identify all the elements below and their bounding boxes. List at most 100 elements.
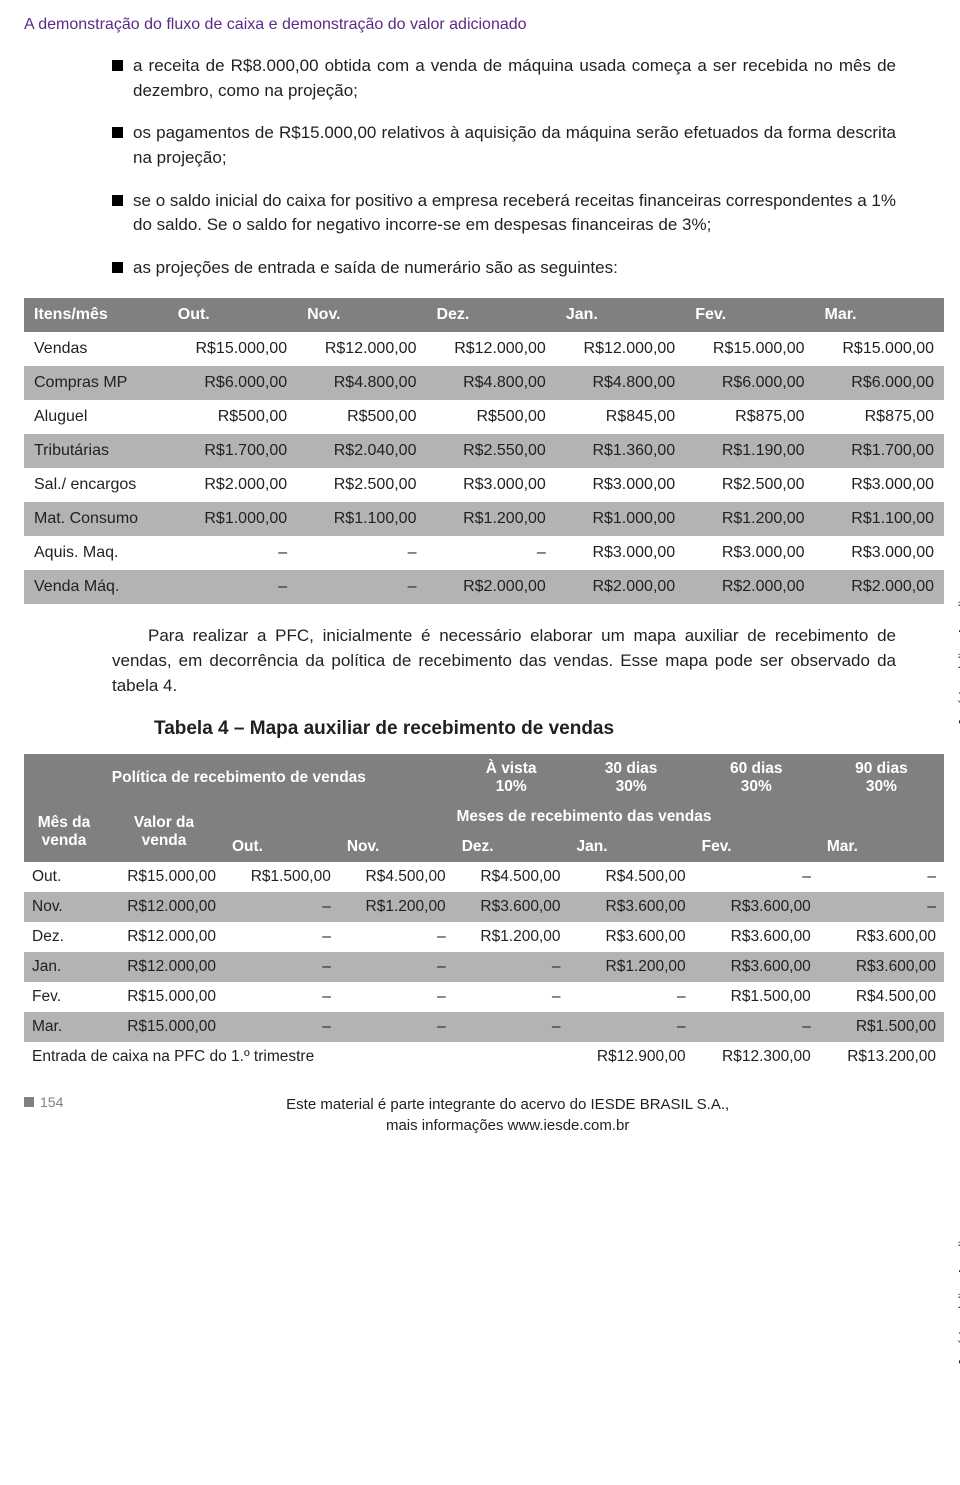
running-head: A demonstração do fluxo de caixa e demon… bbox=[24, 16, 936, 34]
sale-value: R$15.000,00 bbox=[104, 1012, 224, 1042]
cell-value: – bbox=[454, 952, 569, 982]
row-label: Vendas bbox=[24, 332, 168, 366]
cell-value: R$3.600,00 bbox=[569, 922, 694, 952]
cell-value: – bbox=[454, 982, 569, 1012]
cell-value: R$15.000,00 bbox=[815, 332, 944, 366]
footer-line: Este material é parte integrante do acer… bbox=[286, 1096, 729, 1113]
cell-value: R$500,00 bbox=[168, 400, 297, 434]
cell-value: R$1.200,00 bbox=[569, 952, 694, 982]
cell-value: R$1.000,00 bbox=[168, 502, 297, 536]
col-header: Nov. bbox=[297, 298, 426, 332]
cell-value: R$15.000,00 bbox=[168, 332, 297, 366]
square-icon bbox=[24, 1097, 34, 1107]
cell-value: R$4.500,00 bbox=[569, 862, 694, 892]
sale-value: R$12.000,00 bbox=[104, 952, 224, 982]
cell-value: – bbox=[224, 982, 339, 1012]
cell-value: R$12.000,00 bbox=[297, 332, 426, 366]
cell-value: R$4.800,00 bbox=[297, 366, 426, 400]
mes-venda-header: Mês da venda bbox=[24, 802, 104, 862]
meses-receb-header: Meses de recebimento das vendas bbox=[224, 802, 944, 832]
policy-header: Política de recebimento de vendas bbox=[24, 754, 454, 802]
image-credit: José Laudelino Azzolin. bbox=[956, 1230, 960, 1366]
cell-value: R$3.600,00 bbox=[694, 952, 819, 982]
cell-value: R$845,00 bbox=[556, 400, 685, 434]
cell-value: R$1.500,00 bbox=[224, 862, 339, 892]
projections-table: Itens/mêsOut.Nov.Dez.Jan.Fev.Mar.VendasR… bbox=[24, 298, 944, 604]
cell-value: – bbox=[168, 536, 297, 570]
cell-value: R$4.500,00 bbox=[819, 982, 944, 1012]
cell-value: R$4.800,00 bbox=[426, 366, 555, 400]
cell-value: R$4.500,00 bbox=[339, 862, 454, 892]
valor-venda-header: Valor da venda bbox=[104, 802, 224, 862]
cell-value: R$3.600,00 bbox=[819, 952, 944, 982]
page-footer: 154 Este material é parte integrante do … bbox=[24, 1094, 936, 1136]
cell-value: R$3.600,00 bbox=[569, 892, 694, 922]
sale-value: R$15.000,00 bbox=[104, 982, 224, 1012]
sale-value: R$12.000,00 bbox=[104, 892, 224, 922]
cell-value: R$2.000,00 bbox=[168, 468, 297, 502]
cell-value: R$2.040,00 bbox=[297, 434, 426, 468]
table-title: Tabela 4 – Mapa auxiliar de recebimento … bbox=[154, 718, 936, 740]
month-header: Jan. bbox=[569, 832, 694, 862]
square-bullet-icon bbox=[112, 127, 123, 138]
cell-value: R$6.000,00 bbox=[168, 366, 297, 400]
bullet-item: a receita de R$8.000,00 obtida com a ven… bbox=[112, 54, 896, 103]
cell-value: R$1.200,00 bbox=[454, 922, 569, 952]
term-header: 60 dias30% bbox=[694, 754, 819, 802]
footer-line: mais informações www.iesde.com.br bbox=[386, 1117, 629, 1134]
cell-value: – bbox=[339, 1012, 454, 1042]
row-label: Mat. Consumo bbox=[24, 502, 168, 536]
bullet-text: a receita de R$8.000,00 obtida com a ven… bbox=[133, 54, 896, 103]
cell-value: R$1.190,00 bbox=[685, 434, 814, 468]
cell-value: R$2.000,00 bbox=[426, 570, 555, 604]
cell-value: R$1.200,00 bbox=[426, 502, 555, 536]
body-paragraph: Para realizar a PFC, inicialmente é nece… bbox=[112, 624, 896, 698]
total-value: R$12.300,00 bbox=[694, 1042, 819, 1072]
cell-value: R$1.200,00 bbox=[339, 892, 454, 922]
cell-value: R$2.500,00 bbox=[685, 468, 814, 502]
term-header: 30 dias30% bbox=[569, 754, 694, 802]
row-label: Aquis. Maq. bbox=[24, 536, 168, 570]
sale-value: R$15.000,00 bbox=[104, 862, 224, 892]
square-bullet-icon bbox=[112, 262, 123, 273]
term-header: 90 dias30% bbox=[819, 754, 944, 802]
month-header: Out. bbox=[224, 832, 339, 862]
cell-value: – bbox=[339, 952, 454, 982]
month-label: Out. bbox=[24, 862, 104, 892]
total-value: R$12.900,00 bbox=[569, 1042, 694, 1072]
page-number: 154 bbox=[24, 1094, 63, 1110]
cell-value: R$12.000,00 bbox=[426, 332, 555, 366]
cell-value: R$3.000,00 bbox=[426, 468, 555, 502]
col-header: Mar. bbox=[815, 298, 944, 332]
bullet-list: a receita de R$8.000,00 obtida com a ven… bbox=[112, 54, 896, 280]
row-label: Sal./ encargos bbox=[24, 468, 168, 502]
bullet-item: os pagamentos de R$15.000,00 relativos à… bbox=[112, 121, 896, 170]
cell-value: R$500,00 bbox=[426, 400, 555, 434]
cell-value: R$15.000,00 bbox=[685, 332, 814, 366]
month-header: Dez. bbox=[454, 832, 569, 862]
cell-value: R$6.000,00 bbox=[685, 366, 814, 400]
cell-value: R$3.000,00 bbox=[685, 536, 814, 570]
month-label: Mar. bbox=[24, 1012, 104, 1042]
cell-value: R$3.600,00 bbox=[694, 892, 819, 922]
cell-value: – bbox=[694, 862, 819, 892]
cell-value: – bbox=[694, 1012, 819, 1042]
cell-value: R$1.500,00 bbox=[819, 1012, 944, 1042]
cell-value: – bbox=[339, 922, 454, 952]
month-label: Nov. bbox=[24, 892, 104, 922]
bullet-item: se o saldo inicial do caixa for positivo… bbox=[112, 189, 896, 238]
cell-value: R$3.600,00 bbox=[454, 892, 569, 922]
cell-value: – bbox=[297, 536, 426, 570]
cell-value: – bbox=[224, 892, 339, 922]
cell-value: – bbox=[339, 982, 454, 1012]
cell-value: – bbox=[224, 1012, 339, 1042]
cell-value: R$1.100,00 bbox=[815, 502, 944, 536]
col-header: Dez. bbox=[426, 298, 555, 332]
col-header: Fev. bbox=[685, 298, 814, 332]
cell-value: – bbox=[426, 536, 555, 570]
total-label: Entrada de caixa na PFC do 1.º trimestre bbox=[24, 1042, 569, 1072]
cell-value: R$1.360,00 bbox=[556, 434, 685, 468]
cell-value: – bbox=[819, 862, 944, 892]
cell-value: R$4.800,00 bbox=[556, 366, 685, 400]
term-header: À vista10% bbox=[454, 754, 569, 802]
